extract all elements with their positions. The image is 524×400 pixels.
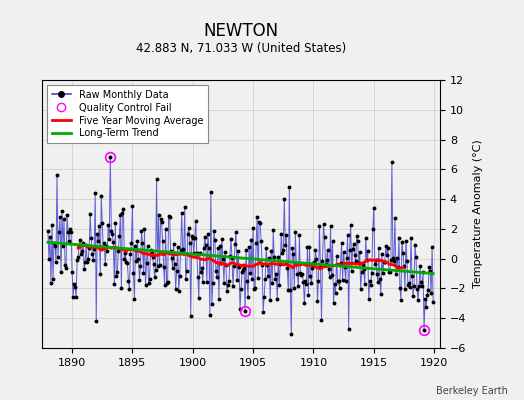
- Legend: Raw Monthly Data, Quality Control Fail, Five Year Moving Average, Long-Term Tren: Raw Monthly Data, Quality Control Fail, …: [47, 85, 208, 143]
- Text: Berkeley Earth: Berkeley Earth: [436, 386, 508, 396]
- Text: NEWTON: NEWTON: [203, 22, 279, 40]
- Text: 42.883 N, 71.033 W (United States): 42.883 N, 71.033 W (United States): [136, 42, 346, 55]
- Y-axis label: Temperature Anomaly (°C): Temperature Anomaly (°C): [473, 140, 483, 288]
